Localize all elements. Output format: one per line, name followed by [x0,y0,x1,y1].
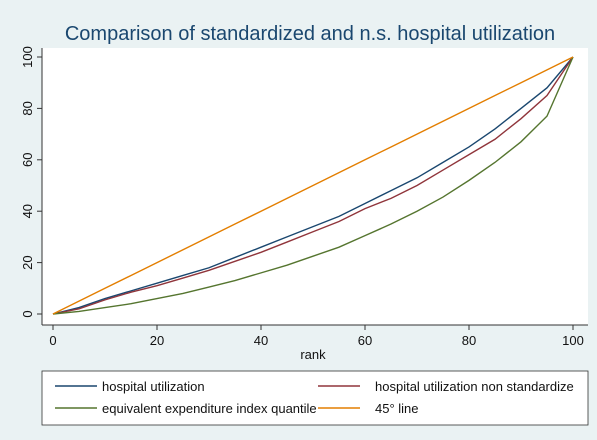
x-tick-label: 40 [254,333,268,348]
x-tick-label: 80 [462,333,476,348]
y-tick-label: 0 [20,310,35,317]
x-axis-label: rank [300,347,326,362]
series-line [52,56,574,315]
legend-label: hospital utilization [102,379,205,394]
legend-label: 45° line [375,401,419,416]
legend-label: equivalent expenditure index quantile [102,401,317,416]
legend [41,370,589,426]
y-tick-label: 60 [20,153,35,167]
x-tick-label: 60 [358,333,372,348]
y-tick-label: 80 [20,101,35,115]
x-tick-label: 100 [562,333,584,348]
series-line [52,56,574,315]
series-line [52,56,574,315]
y-tick-label: 100 [20,46,35,68]
series-line [52,56,574,315]
chart-title: Comparison of standardized and n.s. hosp… [65,23,555,45]
y-tick-label: 40 [20,204,35,218]
x-tick-label: 20 [150,333,164,348]
y-tick-label: 20 [20,255,35,269]
x-tick-label: 0 [49,333,56,348]
legend-label: hospital utilization non standardize [375,379,574,394]
